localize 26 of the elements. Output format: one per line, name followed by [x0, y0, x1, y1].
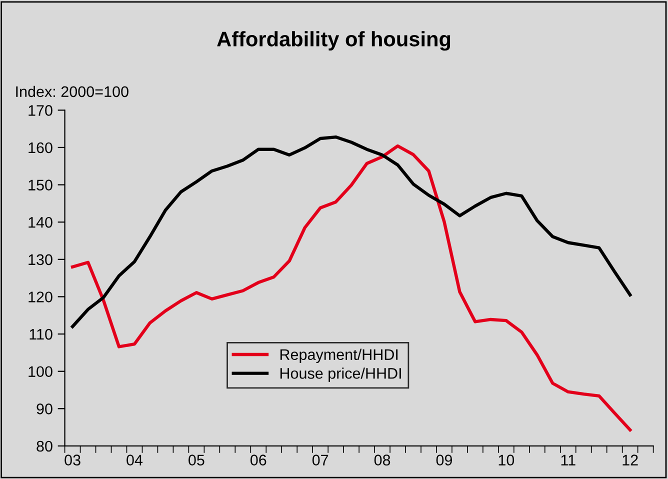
y-tick-label: 120 — [28, 292, 52, 302]
x-tick-label: 12 — [622, 454, 638, 466]
x-tick-label: 09 — [436, 454, 452, 466]
y-tick-label: 130 — [28, 254, 52, 266]
legend-label: House price/HHDI — [280, 368, 401, 382]
y-tick-label: 150 — [28, 180, 52, 190]
y-tick-label: 110 — [30, 328, 52, 340]
chart-title: Affordability of housing — [217, 31, 450, 51]
y-axis-title: Index: 2000=100 — [16, 86, 128, 98]
x-tick-label: 06 — [250, 454, 266, 466]
x-tick-label: 03 — [64, 454, 80, 466]
x-tick-label: 07 — [312, 454, 328, 466]
x-tick-label: 05 — [188, 454, 204, 466]
line-series — [70, 144, 632, 432]
y-tick-label: 170 — [28, 105, 52, 116]
y-tick-label: 80 — [36, 440, 52, 452]
legend-label: Repayment/HHDI — [280, 348, 398, 364]
x-tick-label: 08 — [374, 454, 390, 466]
y-tick-label: 160 — [28, 142, 52, 154]
y-tick-label: 140 — [28, 216, 52, 228]
y-tick-label: 100 — [28, 366, 52, 378]
x-tick-label: 10 — [498, 454, 514, 466]
line-series — [70, 135, 632, 328]
y-tick-label: 90 — [36, 404, 52, 414]
x-tick-label: 11 — [561, 454, 576, 466]
x-tick-label: 04 — [126, 454, 143, 466]
